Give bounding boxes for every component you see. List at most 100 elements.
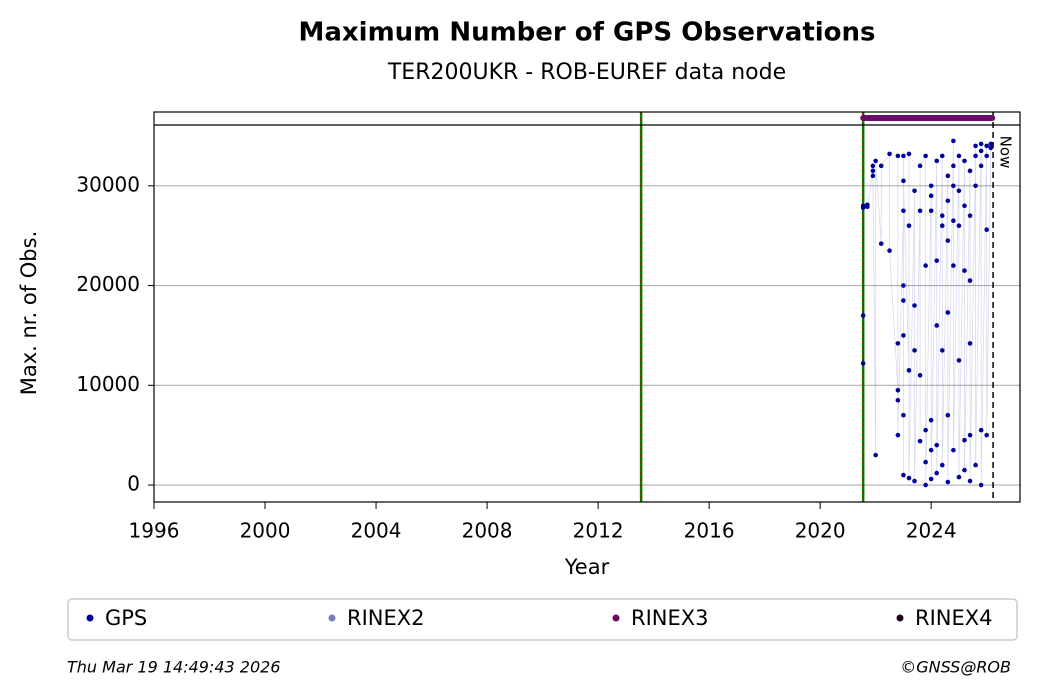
data-point (901, 298, 906, 303)
chart-title: Maximum Number of GPS Observations (298, 18, 875, 48)
data-point (988, 145, 994, 151)
data-point (860, 313, 866, 318)
data-point (928, 417, 934, 423)
data-point (951, 218, 956, 224)
data-point (917, 163, 923, 169)
data-point (951, 183, 956, 189)
data-point (895, 153, 901, 159)
y-tick-label: 20000 (76, 272, 140, 296)
legend-label: RINEX2 (347, 606, 425, 630)
data-point (906, 475, 912, 481)
x-tick-label: 2000 (240, 519, 291, 543)
data-point (984, 432, 989, 438)
data-point (934, 258, 940, 263)
data-point (967, 341, 973, 346)
data-point (895, 397, 901, 403)
data-point (945, 198, 951, 204)
data-point (873, 452, 878, 458)
data-point (895, 432, 901, 438)
data-point (945, 412, 951, 418)
data-point (939, 223, 945, 229)
data-point (945, 479, 951, 485)
footer-date: Thu Mar 19 14:49:43 2026 (67, 658, 281, 677)
data-point (973, 183, 978, 189)
data-point (917, 438, 923, 444)
data-point (923, 482, 928, 488)
chart-subtitle: TER200UKR - ROB-EUREF data node (387, 60, 786, 85)
data-point (901, 472, 906, 478)
legend-label: GPS (105, 606, 147, 630)
data-point (923, 427, 928, 433)
data-point (887, 151, 892, 157)
data-point (887, 248, 892, 253)
data-point (973, 153, 978, 159)
data-point (878, 163, 884, 169)
data-point (978, 427, 984, 433)
data-point (870, 173, 876, 179)
data-point (962, 158, 967, 164)
data-point (978, 482, 984, 488)
data-point (928, 193, 934, 199)
data-point (967, 168, 973, 174)
data-point (934, 158, 940, 164)
legend-label: RINEX4 (915, 606, 993, 630)
legend-marker (612, 614, 620, 622)
legend-box (67, 598, 1018, 641)
data-point (951, 447, 956, 453)
data-point (939, 213, 945, 219)
data-point (912, 303, 917, 308)
data-point (984, 153, 989, 159)
data-point (978, 148, 984, 154)
data-point (973, 143, 978, 149)
data-point (934, 442, 940, 448)
data-point (928, 447, 934, 453)
data-point (928, 183, 934, 189)
data-point (962, 268, 967, 273)
data-point (928, 208, 934, 214)
data-point (901, 412, 906, 418)
x-tick-label: 2024 (906, 519, 957, 543)
data-point (901, 153, 906, 159)
data-point (978, 141, 984, 147)
x-tick-label: 2020 (795, 519, 846, 543)
data-point (906, 151, 912, 157)
data-point (956, 153, 962, 159)
data-point (945, 173, 951, 179)
data-point (962, 203, 967, 209)
data-point (906, 223, 912, 229)
x-tick-label: 2004 (351, 519, 402, 543)
x-axis-label: Year (564, 555, 610, 579)
y-tick-label: 30000 (76, 172, 140, 196)
legend-marker (328, 614, 336, 622)
data-point (962, 437, 967, 443)
data-point (939, 348, 945, 353)
x-tick-label: 2012 (573, 519, 624, 543)
data-point (939, 462, 945, 468)
data-point (945, 310, 951, 315)
data-point (860, 203, 866, 209)
data-point (895, 341, 901, 346)
y-axis-label: Max. nr. of Obs. (17, 231, 41, 396)
plot-frame (153, 111, 1021, 503)
data-point (939, 153, 945, 159)
data-point (912, 188, 917, 194)
data-point (895, 387, 901, 393)
data-point (988, 141, 994, 147)
data-point (878, 241, 884, 246)
data-point (967, 432, 973, 438)
data-point (870, 168, 876, 174)
data-point (865, 204, 870, 210)
x-tick-label: 1996 (129, 519, 180, 543)
data-point (928, 476, 934, 482)
data-point (917, 208, 923, 214)
data-point (956, 474, 962, 480)
data-point (923, 263, 928, 268)
data-point (901, 208, 906, 214)
connector-line (862, 140, 992, 486)
data-point (923, 459, 928, 465)
data-point (956, 223, 962, 229)
data-point (923, 153, 928, 159)
x-tick-label: 2016 (684, 519, 735, 543)
data-point (917, 373, 923, 378)
